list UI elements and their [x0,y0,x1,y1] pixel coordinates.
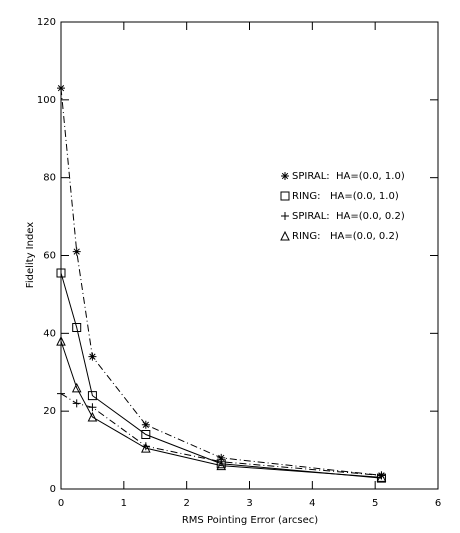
y-tick-label: 80 [43,173,56,184]
x-tick-label: 4 [309,498,315,509]
x-tick-label: 2 [183,498,189,509]
legend-marker [280,230,290,241]
legend-label: SPIRAL: HA=(0.0, 0.2) [292,211,405,222]
y-tick-label: 40 [43,328,56,339]
marker [56,335,66,346]
legend-marker [281,212,289,220]
x-tick-label: 0 [58,498,64,509]
marker [88,403,97,412]
marker [72,247,81,256]
marker [72,322,82,332]
series-line [60,272,382,479]
marker [87,391,97,401]
marker [57,84,65,93]
legend-label: SPIRAL: HA=(0.0, 1.0) [292,171,405,182]
series-line [60,340,382,478]
marker [376,472,387,482]
marker [87,411,98,422]
marker [72,399,81,408]
marker [216,460,227,471]
series-line [60,88,382,476]
y-tick-label: 0 [50,484,56,495]
legend-label: RING: HA=(0.0, 0.2) [292,231,399,242]
legend-marker [280,191,290,201]
plot-frame [60,21,439,490]
x-tick-label: 3 [246,498,252,509]
x-tick-label: 6 [435,498,441,509]
marker [71,382,82,393]
y-tick-label: 100 [37,95,56,106]
marker [141,420,150,429]
legend-marker [281,172,289,180]
x-axis-label: RMS Pointing Error (arcsec) [182,515,318,526]
x-tick-label: 5 [372,498,378,509]
marker [376,473,386,483]
y-tick-label: 20 [43,406,56,417]
x-tick-label: 1 [121,498,127,509]
marker [141,430,151,440]
marker [141,443,151,453]
marker [88,352,97,361]
marker [56,268,66,278]
legend-label: RING: HA=(0.0, 1.0) [292,191,399,202]
y-axis-label: Fidelity Index [25,222,36,288]
y-tick-label: 120 [37,17,56,28]
marker [57,389,65,398]
series-line [60,393,382,476]
y-tick-label: 60 [43,251,56,262]
